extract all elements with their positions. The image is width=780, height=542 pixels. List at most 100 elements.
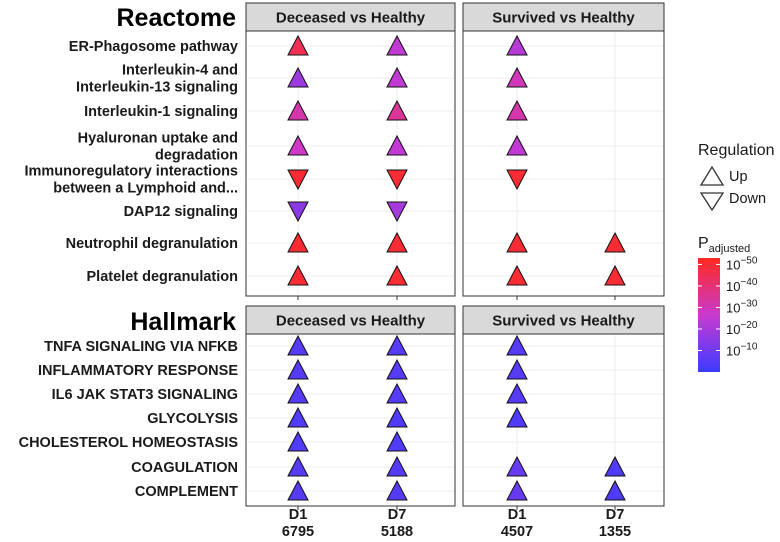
row-label: DAP12 signaling bbox=[124, 204, 238, 220]
marker-up-triangle bbox=[386, 382, 408, 404]
x-tick-count: 4507 bbox=[501, 524, 533, 540]
marker-up-triangle bbox=[287, 430, 309, 452]
x-tick-time: D7 bbox=[388, 507, 407, 523]
panel-body bbox=[462, 30, 665, 297]
marker-up-triangle bbox=[287, 334, 309, 356]
marker-up-triangle bbox=[287, 99, 309, 121]
marker-up-triangle bbox=[386, 134, 408, 156]
legend-colorbar-label-exp: −40 bbox=[740, 277, 757, 288]
marker-up-triangle bbox=[506, 479, 528, 501]
row-label: Neutrophil degranulation bbox=[66, 236, 238, 252]
marker-up-triangle bbox=[287, 479, 309, 501]
legend-color-title-main: P bbox=[698, 235, 709, 252]
legend-colorbar-label-exp: −20 bbox=[740, 320, 757, 331]
marker-up-triangle bbox=[386, 455, 408, 477]
marker-up-triangle bbox=[506, 358, 528, 380]
row-label: IL6 JAK STAT3 SIGNALING bbox=[52, 387, 238, 403]
legend-colorbar-label-base: 10 bbox=[726, 257, 740, 272]
marker-up-triangle bbox=[506, 66, 528, 88]
panel-strip bbox=[462, 2, 665, 32]
x-tick-count: 1355 bbox=[599, 524, 631, 540]
legend-colorbar-label: 10−30 bbox=[726, 298, 758, 315]
x-tick-time: D1 bbox=[508, 507, 527, 523]
marker-up-triangle bbox=[386, 34, 408, 56]
legend-colorbar-label-exp: −50 bbox=[740, 255, 757, 266]
legend-colorbar-label-base: 10 bbox=[726, 300, 740, 315]
legend-colorbar-label-exp: −10 bbox=[740, 341, 757, 352]
row-label: CHOLESTEROL HOMEOSTASIS bbox=[19, 435, 239, 451]
marker-up-triangle bbox=[386, 358, 408, 380]
legend-color-title-sub: adjusted bbox=[709, 243, 751, 255]
panel-strip-label: Deceased vs Healthy bbox=[276, 10, 426, 27]
panel-body bbox=[462, 333, 665, 507]
marker-up-triangle bbox=[506, 264, 528, 286]
panel-strip bbox=[245, 305, 456, 335]
marker-up-triangle bbox=[386, 231, 408, 253]
row-label: Immunoregulatory interactions bbox=[24, 164, 238, 180]
marker-up-triangle bbox=[386, 406, 408, 428]
marker-up-triangle bbox=[386, 479, 408, 501]
facet-title-reactome: Reactome bbox=[117, 4, 237, 32]
marker-up-triangle bbox=[506, 231, 528, 253]
panel-body bbox=[245, 333, 456, 507]
panel-strip-label: Survived vs Healthy bbox=[492, 10, 635, 27]
marker-down-triangle bbox=[287, 201, 309, 223]
row-label: GLYCOLYSIS bbox=[147, 411, 238, 427]
marker-up-triangle bbox=[287, 231, 309, 253]
marker-down-triangle bbox=[386, 201, 408, 223]
marker-up-triangle bbox=[287, 358, 309, 380]
marker-down-triangle bbox=[287, 169, 309, 191]
marker-up-triangle bbox=[506, 406, 528, 428]
legend-colorbar-label-base: 10 bbox=[726, 322, 740, 337]
marker-up-triangle bbox=[386, 99, 408, 121]
x-tick-time: D7 bbox=[606, 507, 625, 523]
marker-up-triangle bbox=[386, 334, 408, 356]
marker-up-triangle bbox=[386, 264, 408, 286]
legend-colorbar-label-base: 10 bbox=[726, 343, 740, 358]
marker-up-triangle bbox=[386, 430, 408, 452]
marker-up-triangle bbox=[604, 231, 626, 253]
marker-down-triangle bbox=[386, 169, 408, 191]
row-label: TNFA SIGNALING VIA NFKB bbox=[44, 339, 238, 355]
marker-up-triangle bbox=[287, 455, 309, 477]
legend-colorbar-label: 10−20 bbox=[726, 320, 758, 337]
marker-up-triangle bbox=[287, 382, 309, 404]
x-tick-count: 6795 bbox=[282, 524, 314, 540]
row-label: Hyaluronan uptake and bbox=[78, 131, 238, 147]
marker-up-triangle bbox=[287, 264, 309, 286]
legend-colorbar-label-base: 10 bbox=[726, 279, 740, 294]
marker-up-triangle bbox=[506, 334, 528, 356]
marker-up-triangle bbox=[506, 34, 528, 56]
legend-colorbar-label-exp: −30 bbox=[740, 298, 757, 309]
marker-up-triangle bbox=[287, 406, 309, 428]
row-label: degradation bbox=[155, 148, 238, 164]
marker-up-triangle bbox=[506, 134, 528, 156]
row-label: COAGULATION bbox=[131, 460, 238, 476]
row-label: Platelet degranulation bbox=[87, 269, 238, 285]
legend-shape-title: Regulation bbox=[698, 142, 775, 159]
legend-colorbar-label: 10−40 bbox=[726, 277, 758, 294]
legend-item-up: Up bbox=[729, 169, 748, 185]
legend-colorbar bbox=[698, 258, 720, 372]
legend-down-icon bbox=[699, 192, 725, 212]
legend-color-title: Padjusted bbox=[698, 235, 750, 255]
x-tick-count: 5188 bbox=[381, 524, 413, 540]
legend-up-icon bbox=[699, 165, 725, 186]
panel-body bbox=[245, 30, 456, 297]
row-label: Interleukin-1 signaling bbox=[84, 104, 238, 120]
marker-down-triangle bbox=[506, 169, 528, 191]
row-label: Interleukin-13 signaling bbox=[76, 80, 238, 96]
panel-strip-label: Deceased vs Healthy bbox=[276, 313, 426, 330]
x-tick-time: D1 bbox=[289, 507, 308, 523]
legend-colorbar-label: 10−50 bbox=[726, 255, 758, 272]
marker-up-triangle bbox=[604, 264, 626, 286]
row-label: between a Lymphoid and... bbox=[53, 181, 238, 197]
marker-up-triangle bbox=[604, 479, 626, 501]
panel-strip-label: Survived vs Healthy bbox=[492, 313, 635, 330]
marker-up-triangle bbox=[506, 99, 528, 121]
marker-up-triangle bbox=[506, 455, 528, 477]
legend-item-down: Down bbox=[729, 191, 766, 207]
marker-up-triangle bbox=[287, 134, 309, 156]
marker-up-triangle bbox=[506, 382, 528, 404]
